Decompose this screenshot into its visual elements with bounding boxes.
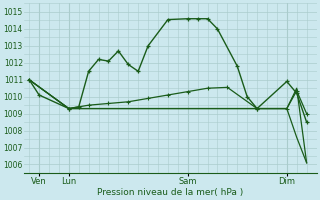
X-axis label: Pression niveau de la mer( hPa ): Pression niveau de la mer( hPa ) — [97, 188, 244, 197]
